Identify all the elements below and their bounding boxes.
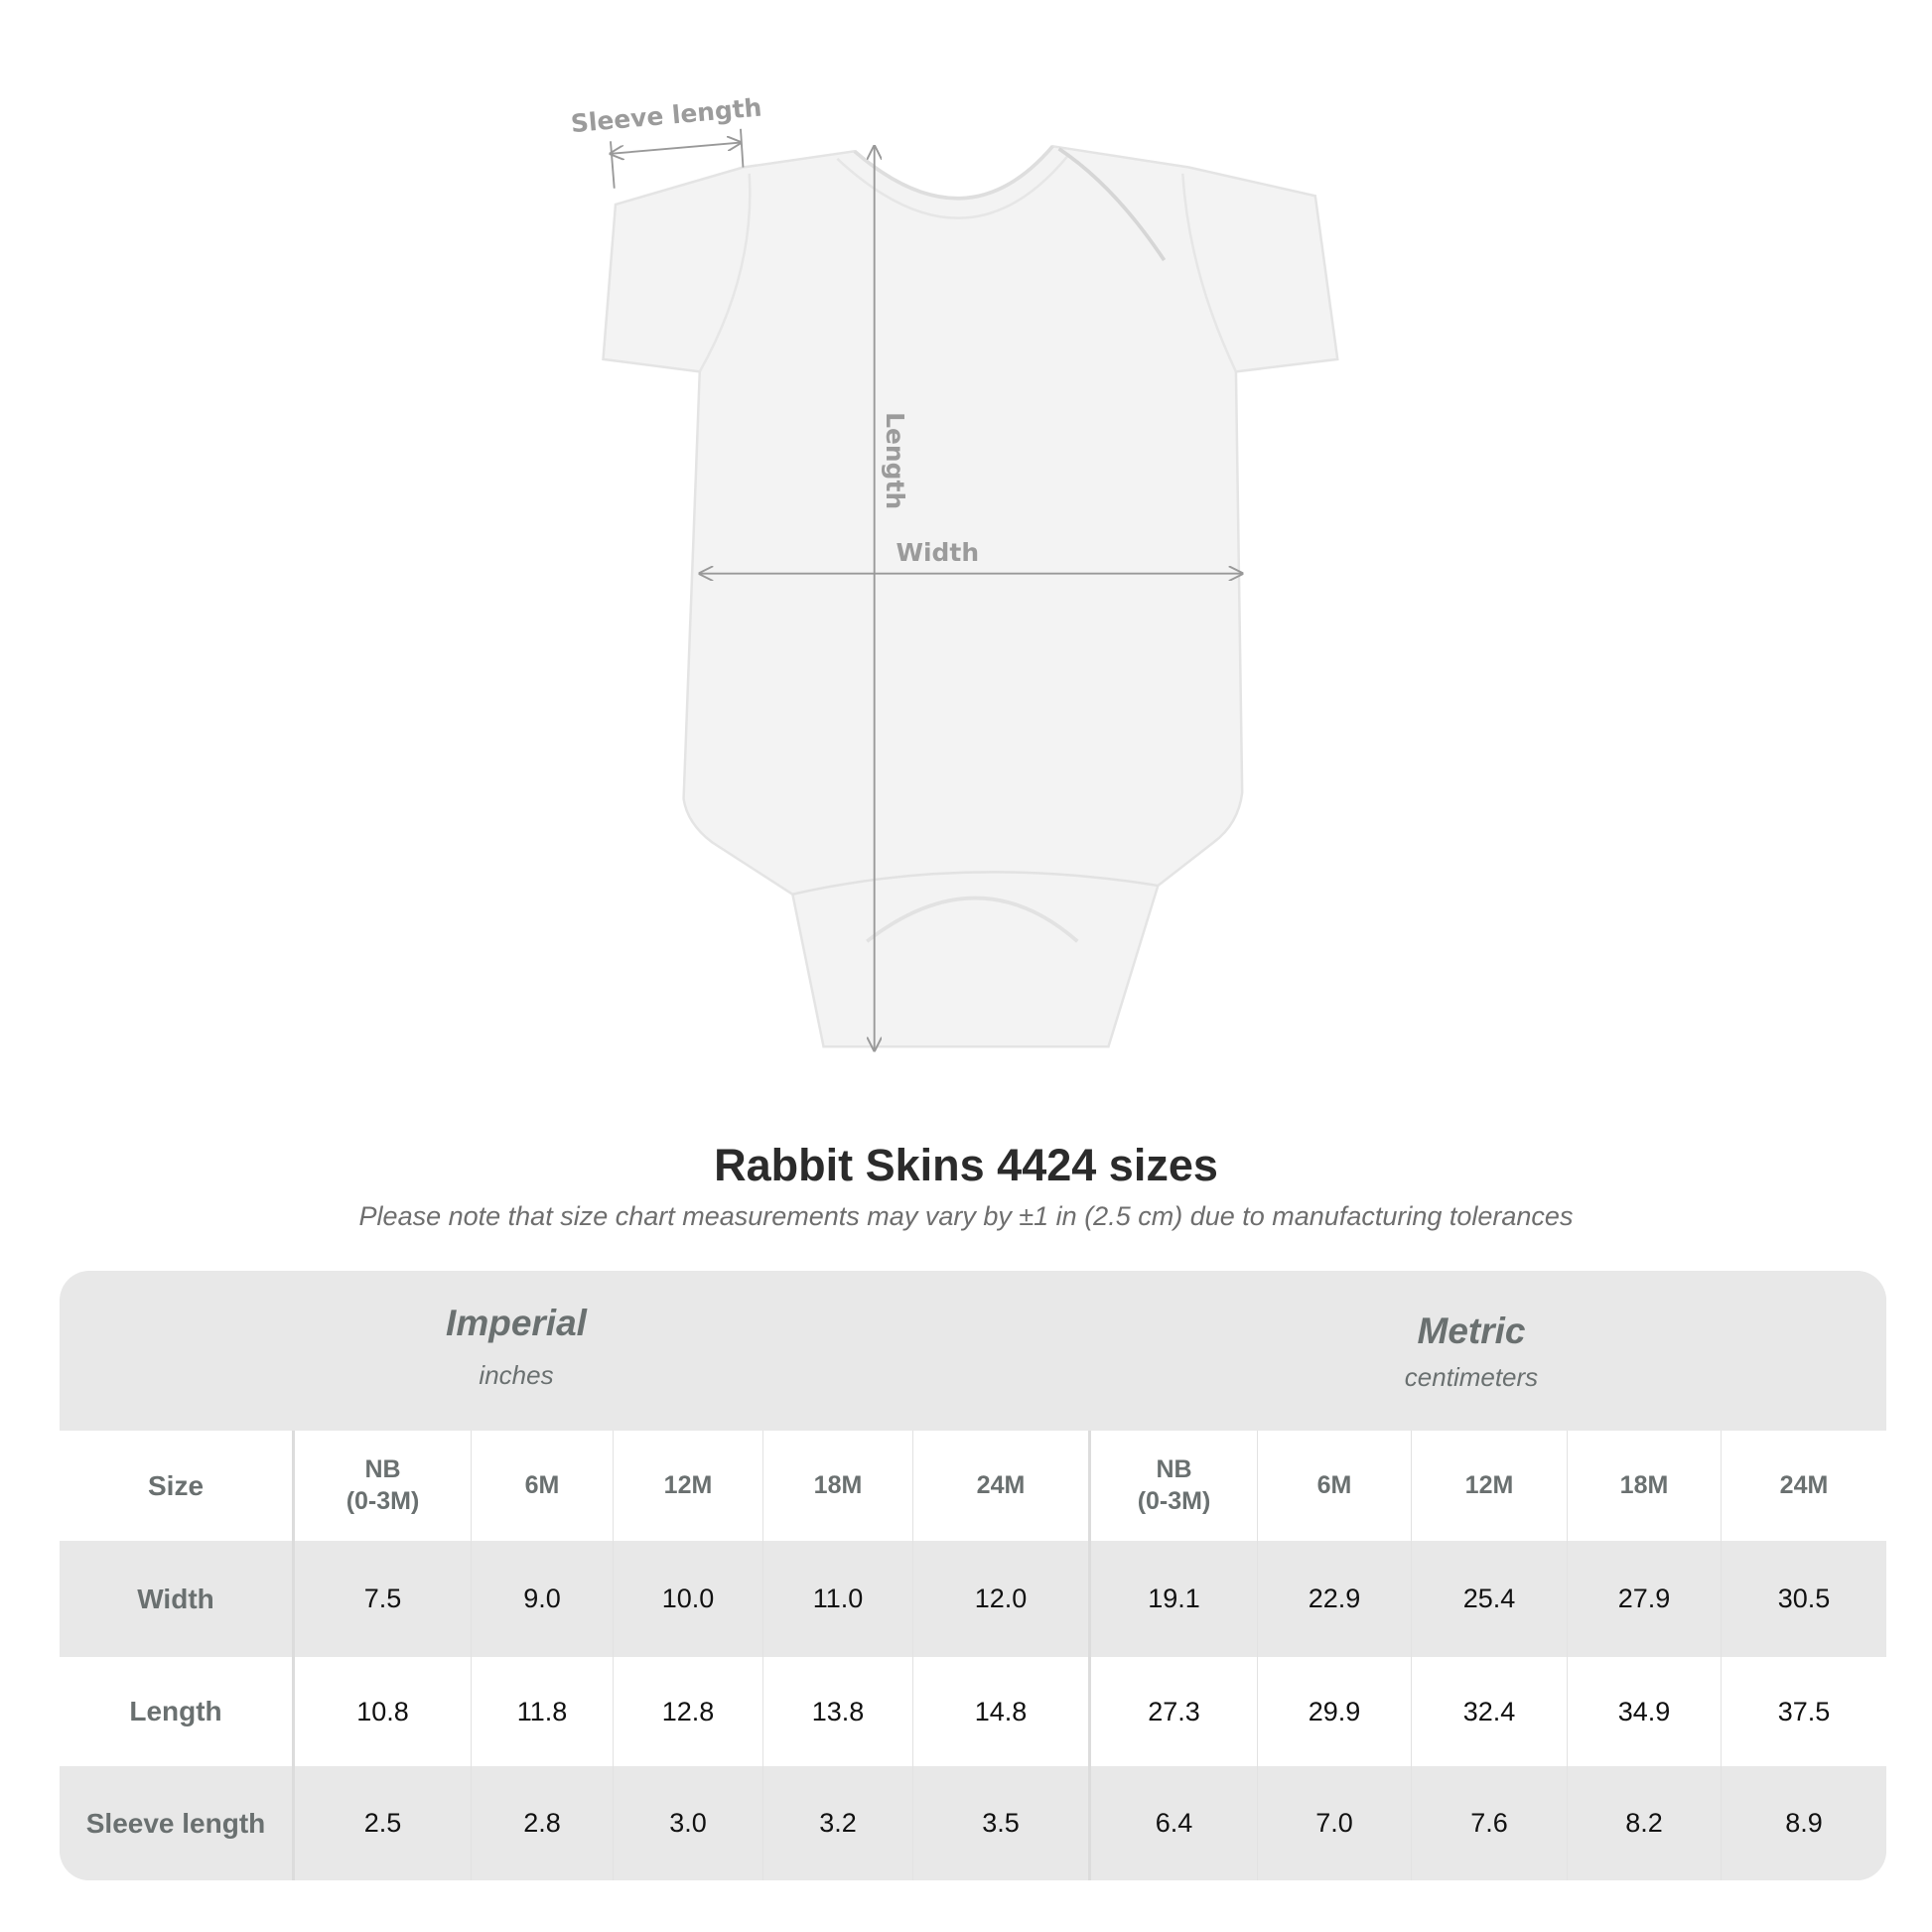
imperial-value: 7.5 [292, 1541, 471, 1657]
size-column-header: 18M [1567, 1431, 1721, 1541]
metric-value: 7.0 [1257, 1766, 1411, 1880]
row-label: Sleeve length [85, 1807, 266, 1839]
metric-value: 27.9 [1567, 1541, 1721, 1657]
size-name: 18M [813, 1470, 863, 1499]
imperial-value: 12.8 [613, 1657, 762, 1766]
size-header: Size [147, 1469, 205, 1501]
imperial-value: 3.2 [762, 1766, 912, 1880]
size-column-header: 12M [1411, 1431, 1567, 1541]
imperial-value: 14.8 [912, 1657, 1088, 1766]
length-label: Length [881, 412, 909, 509]
imperial-value: 2.8 [471, 1766, 613, 1880]
metric-value: 25.4 [1411, 1541, 1567, 1657]
imperial-value: 11.8 [471, 1657, 613, 1766]
size-column-header: NB (0-3M) [1088, 1431, 1257, 1541]
row-label: Width [137, 1583, 214, 1614]
imperial-value: 2.5 [292, 1766, 471, 1880]
imperial-value: 12.0 [912, 1541, 1088, 1657]
metric-value: 6.4 [1088, 1766, 1257, 1880]
table-row-length: Length 10.8 11.8 12.8 13.8 14.8 27.3 29.9 32.4 34… [60, 1657, 1886, 1766]
metric-value: 30.5 [1721, 1541, 1886, 1657]
metric-header: Metric centimeters [1088, 1271, 1886, 1431]
size-table: Imperial inches Metric centimeters Size N… [60, 1271, 1886, 1880]
onesie-measurement-diagram: Sleeve length Length Width [570, 93, 1339, 1090]
size-column-header: 24M [912, 1431, 1088, 1541]
size-name: 12M [1464, 1470, 1514, 1499]
size-column-header: 12M [613, 1431, 762, 1541]
size-column-header: 18M [762, 1431, 912, 1541]
table-row-sleeve-length: Sleeve length 2.5 2.8 3.0 3.2 3.5 6.4 7.0 7.6 8.2… [60, 1766, 1886, 1880]
size-name: 6M [524, 1470, 560, 1499]
size-name: 12M [663, 1470, 713, 1499]
size-name: 24M [976, 1470, 1026, 1499]
metric-value: 34.9 [1567, 1657, 1721, 1766]
imperial-value: 9.0 [471, 1541, 613, 1657]
size-row: Size NB (0-3M) 6M 12M 18M 24M NB (0-3M) 6M 12M 18M 2… [60, 1431, 1886, 1541]
table-row-width: Width 7.5 9.0 10.0 11.0 12.0 19.1 22.9 25.4 27.9 3… [60, 1541, 1886, 1657]
imperial-value: 10.0 [613, 1541, 762, 1657]
size-name: 24M [1779, 1470, 1829, 1499]
imperial-value: 11.0 [762, 1541, 912, 1657]
size-name: NB [364, 1455, 401, 1484]
imperial-value: 10.8 [292, 1657, 471, 1766]
sleeve-length-label: Sleeve length [570, 93, 763, 139]
size-column-header: 6M [471, 1431, 613, 1541]
metric-value: 19.1 [1088, 1541, 1257, 1657]
width-label: Width [897, 538, 980, 567]
imperial-value: 3.0 [613, 1766, 762, 1880]
metric-value: 27.3 [1088, 1657, 1257, 1766]
imperial-value: 3.5 [912, 1766, 1088, 1880]
imperial-value: 13.8 [762, 1657, 912, 1766]
metric-value: 37.5 [1721, 1657, 1886, 1766]
measurement-arrows [611, 128, 1242, 1050]
size-name: 18M [1619, 1470, 1669, 1499]
imperial-title: Imperial [446, 1303, 587, 1343]
metric-value: 8.2 [1567, 1766, 1721, 1880]
row-label: Length [129, 1696, 222, 1726]
size-name: NB [1156, 1455, 1192, 1484]
imperial-unit: inches [479, 1360, 554, 1390]
metric-value: 29.9 [1257, 1657, 1411, 1766]
page-title: Rabbit Skins 4424 sizes [714, 1140, 1218, 1190]
imperial-header: Imperial inches [292, 1271, 1088, 1431]
metric-unit: centimeters [1404, 1362, 1539, 1392]
metric-value: 22.9 [1257, 1541, 1411, 1657]
size-name: 6M [1316, 1470, 1352, 1499]
onesie-icon [602, 144, 1339, 1048]
metric-value: 7.6 [1411, 1766, 1567, 1880]
metric-value: 8.9 [1721, 1766, 1886, 1880]
size-column-header: 24M [1721, 1431, 1886, 1541]
metric-value: 32.4 [1411, 1657, 1567, 1766]
size-column-header: 6M [1257, 1431, 1411, 1541]
size-range: (0-3M) [345, 1486, 420, 1515]
tolerance-note: Please note that size chart measurements… [358, 1201, 1574, 1231]
metric-title: Metric [1417, 1311, 1526, 1351]
size-range: (0-3M) [1137, 1486, 1211, 1515]
size-column-header: NB (0-3M) [292, 1431, 471, 1541]
